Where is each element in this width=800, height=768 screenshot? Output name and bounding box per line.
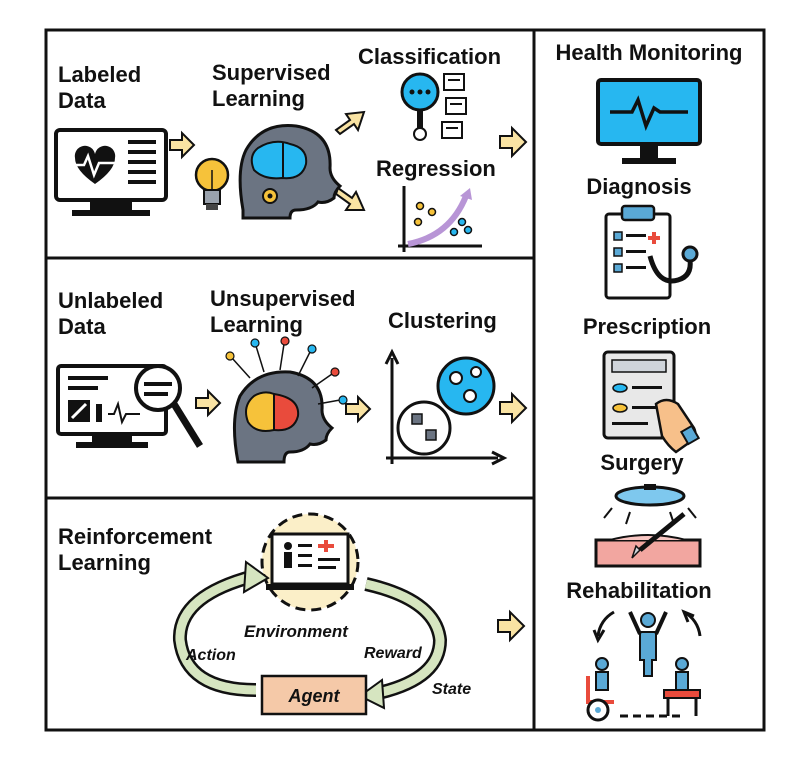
monitor-magnifier-icon bbox=[56, 364, 203, 448]
rehabilitation-icon bbox=[586, 609, 702, 722]
arrow-icon bbox=[345, 394, 372, 424]
labeled-data-label-line2: Data bbox=[58, 88, 106, 113]
agent-label: Agent bbox=[288, 686, 341, 706]
supervised-learning-label-line2: Learning bbox=[212, 86, 305, 111]
unsupervised-learning-label-line2: Learning bbox=[210, 312, 303, 337]
clipboard-stethoscope-icon bbox=[604, 204, 699, 300]
reinforcement-learning-label-line1: Reinforcement bbox=[58, 524, 213, 549]
reinforcement-learning-label-line2: Learning bbox=[58, 550, 151, 575]
clustering-plot-icon bbox=[384, 348, 508, 466]
monitor-pulse-icon bbox=[596, 78, 702, 164]
environment-label: Environment bbox=[244, 622, 349, 641]
state-label: State bbox=[432, 681, 471, 698]
head-brain-gear-icon bbox=[238, 124, 343, 220]
clustering-label: Clustering bbox=[388, 308, 497, 333]
surgery-label: Surgery bbox=[600, 450, 684, 475]
action-cycle-arrow bbox=[173, 560, 270, 697]
reward-label: Reward bbox=[364, 645, 423, 662]
unsupervised-learning-label-line1: Unsupervised bbox=[210, 286, 356, 311]
rehabilitation-label: Rehabilitation bbox=[566, 578, 711, 603]
arrow-icon bbox=[334, 110, 366, 136]
regression-plot-icon bbox=[398, 186, 482, 252]
health-monitoring-title: Health Monitoring bbox=[556, 40, 743, 65]
arrow-icon bbox=[497, 609, 526, 643]
supervised-learning-label-line1: Supervised bbox=[212, 60, 331, 85]
regression-label: Regression bbox=[376, 156, 496, 181]
diagnosis-label: Diagnosis bbox=[586, 174, 691, 199]
environment-icon bbox=[260, 512, 360, 612]
unlabeled-data-label-line1: Unlabeled bbox=[58, 288, 163, 313]
classification-magnifier-icon bbox=[400, 72, 467, 141]
arrow-icon bbox=[499, 125, 528, 159]
lightbulb-icon bbox=[194, 157, 230, 210]
reward-cycle-arrow bbox=[358, 577, 448, 710]
classification-label: Classification bbox=[358, 44, 501, 69]
labeled-data-label-line1: Labeled bbox=[58, 62, 141, 87]
right-panel-frame bbox=[532, 28, 766, 732]
prescription-hand-icon bbox=[602, 350, 701, 454]
prescription-label: Prescription bbox=[583, 314, 711, 339]
arrow-icon bbox=[169, 130, 196, 160]
action-label: Action bbox=[185, 647, 236, 664]
head-brain-network-icon bbox=[225, 336, 348, 464]
arrow-icon bbox=[499, 391, 528, 425]
arrow-icon bbox=[195, 388, 222, 418]
unlabeled-data-label-line2: Data bbox=[58, 314, 106, 339]
agent-box: Agent bbox=[260, 674, 368, 716]
arrow-icon bbox=[334, 186, 366, 211]
surgery-icon bbox=[594, 484, 702, 568]
monitor-heart-icon bbox=[54, 128, 168, 216]
